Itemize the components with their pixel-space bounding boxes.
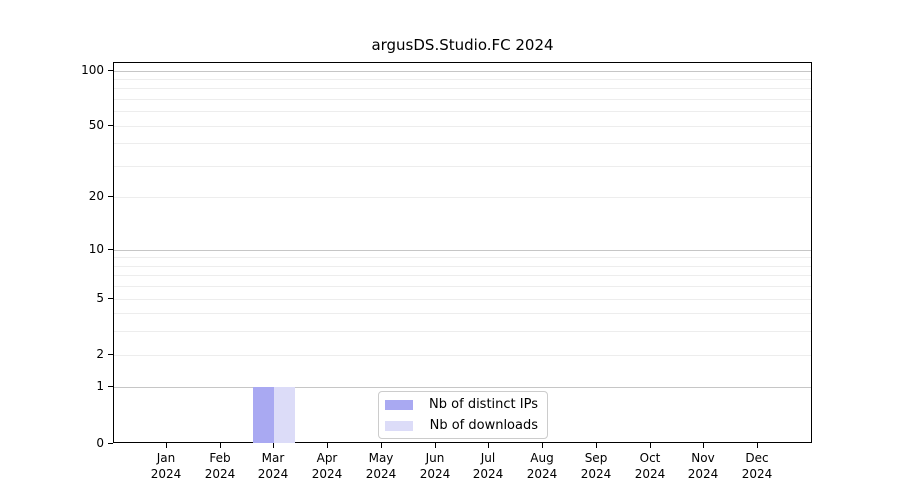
- y-tick-mark: [108, 70, 113, 71]
- x-tick-month: May: [368, 451, 394, 465]
- x-tick-label: Apr 2024: [299, 450, 355, 482]
- legend: Nb of distinct IPs Nb of downloads: [378, 391, 548, 439]
- x-tick-month: Sep: [584, 451, 608, 465]
- x-tick-mark: [488, 443, 489, 448]
- x-tick-year: 2024: [365, 467, 397, 481]
- x-tick-mark: [650, 443, 651, 448]
- minor-gridline: [114, 99, 811, 100]
- y-tick-mark: [108, 196, 113, 197]
- x-tick-month: Nov: [691, 451, 715, 465]
- x-tick-year: 2024: [634, 467, 666, 481]
- x-tick-mark: [327, 443, 328, 448]
- minor-gridline: [114, 331, 811, 332]
- y-tick-label: 5: [96, 291, 104, 305]
- x-tick-label: Dec 2024: [729, 450, 785, 482]
- x-tick-mark: [273, 443, 274, 448]
- x-tick-label: Oct 2024: [622, 450, 678, 482]
- minor-gridline: [114, 299, 811, 300]
- x-tick-year: 2024: [526, 467, 558, 481]
- x-tick-year: 2024: [419, 467, 451, 481]
- bar-downloads: [274, 387, 295, 443]
- minor-gridline: [114, 79, 811, 80]
- minor-gridline: [114, 313, 811, 314]
- minor-gridline: [114, 111, 811, 112]
- x-tick-mark: [596, 443, 597, 448]
- minor-gridline: [114, 275, 811, 276]
- x-tick-mark: [542, 443, 543, 448]
- x-tick-year: 2024: [311, 467, 343, 481]
- y-tick-mark: [108, 386, 113, 387]
- y-tick-mark: [108, 249, 113, 250]
- y-tick-mark: [108, 298, 113, 299]
- y-tick-label: 100: [81, 63, 104, 77]
- minor-gridline: [114, 143, 811, 144]
- y-tick-mark: [108, 125, 113, 126]
- minor-gridline: [114, 88, 811, 89]
- x-tick-mark: [703, 443, 704, 448]
- major-gridline: [114, 387, 811, 388]
- y-tick-label: 2: [96, 347, 104, 361]
- x-tick-label: Feb 2024: [192, 450, 248, 482]
- x-tick-month: Apr: [316, 451, 338, 465]
- minor-gridline: [114, 355, 811, 356]
- x-tick-label: Jun 2024: [407, 450, 463, 482]
- x-tick-label: Aug 2024: [514, 450, 570, 482]
- x-tick-label: Sep 2024: [568, 450, 624, 482]
- x-tick-month: Oct: [639, 451, 661, 465]
- minor-gridline: [114, 197, 811, 198]
- x-tick-year: 2024: [472, 467, 504, 481]
- x-tick-label: Jul 2024: [460, 450, 516, 482]
- y-tick-label: 1: [96, 379, 104, 393]
- x-tick-month: Mar: [261, 451, 285, 465]
- y-tick-mark: [108, 443, 113, 444]
- minor-gridline: [114, 286, 811, 287]
- bar-distinct-ips: [253, 387, 274, 443]
- x-tick-month: Aug: [530, 451, 554, 465]
- x-tick-mark: [166, 443, 167, 448]
- plot-area: [113, 62, 812, 443]
- x-tick-label: Nov 2024: [675, 450, 731, 482]
- y-tick-label: 50: [88, 118, 104, 132]
- minor-gridline: [114, 126, 811, 127]
- legend-item: Nb of distinct IPs: [385, 396, 538, 413]
- x-tick-month: Dec: [745, 451, 769, 465]
- y-tick-label: 20: [88, 189, 104, 203]
- x-tick-year: 2024: [580, 467, 612, 481]
- legend-label: Nb of distinct IPs: [429, 397, 538, 412]
- x-tick-mark: [757, 443, 758, 448]
- x-tick-label: Jan 2024: [138, 450, 194, 482]
- x-tick-mark: [220, 443, 221, 448]
- minor-gridline: [114, 166, 811, 167]
- x-tick-year: 2024: [204, 467, 236, 481]
- x-tick-mark: [381, 443, 382, 448]
- x-tick-year: 2024: [257, 467, 289, 481]
- minor-gridline: [114, 266, 811, 267]
- legend-label: Nb of downloads: [429, 418, 538, 433]
- legend-swatch-distinct-ips: [385, 399, 413, 410]
- x-tick-mark: [435, 443, 436, 448]
- major-gridline: [114, 71, 811, 72]
- legend-swatch-downloads: [385, 420, 413, 431]
- x-tick-label: Mar 2024: [245, 450, 301, 482]
- legend-item: Nb of downloads: [385, 417, 538, 434]
- x-tick-year: 2024: [687, 467, 719, 481]
- x-tick-month: Jun: [425, 451, 445, 465]
- y-tick-label: 0: [96, 436, 104, 450]
- y-tick-label: 10: [88, 242, 104, 256]
- y-tick-mark: [108, 354, 113, 355]
- x-tick-year: 2024: [150, 467, 182, 481]
- chart-title: argusDS.Studio.FC 2024: [371, 36, 554, 54]
- x-tick-month: Jul: [480, 451, 496, 465]
- x-tick-month: Feb: [209, 451, 231, 465]
- x-tick-month: Jan: [156, 451, 176, 465]
- x-tick-year: 2024: [741, 467, 773, 481]
- minor-gridline: [114, 257, 811, 258]
- major-gridline: [114, 250, 811, 251]
- x-tick-label: May 2024: [353, 450, 409, 482]
